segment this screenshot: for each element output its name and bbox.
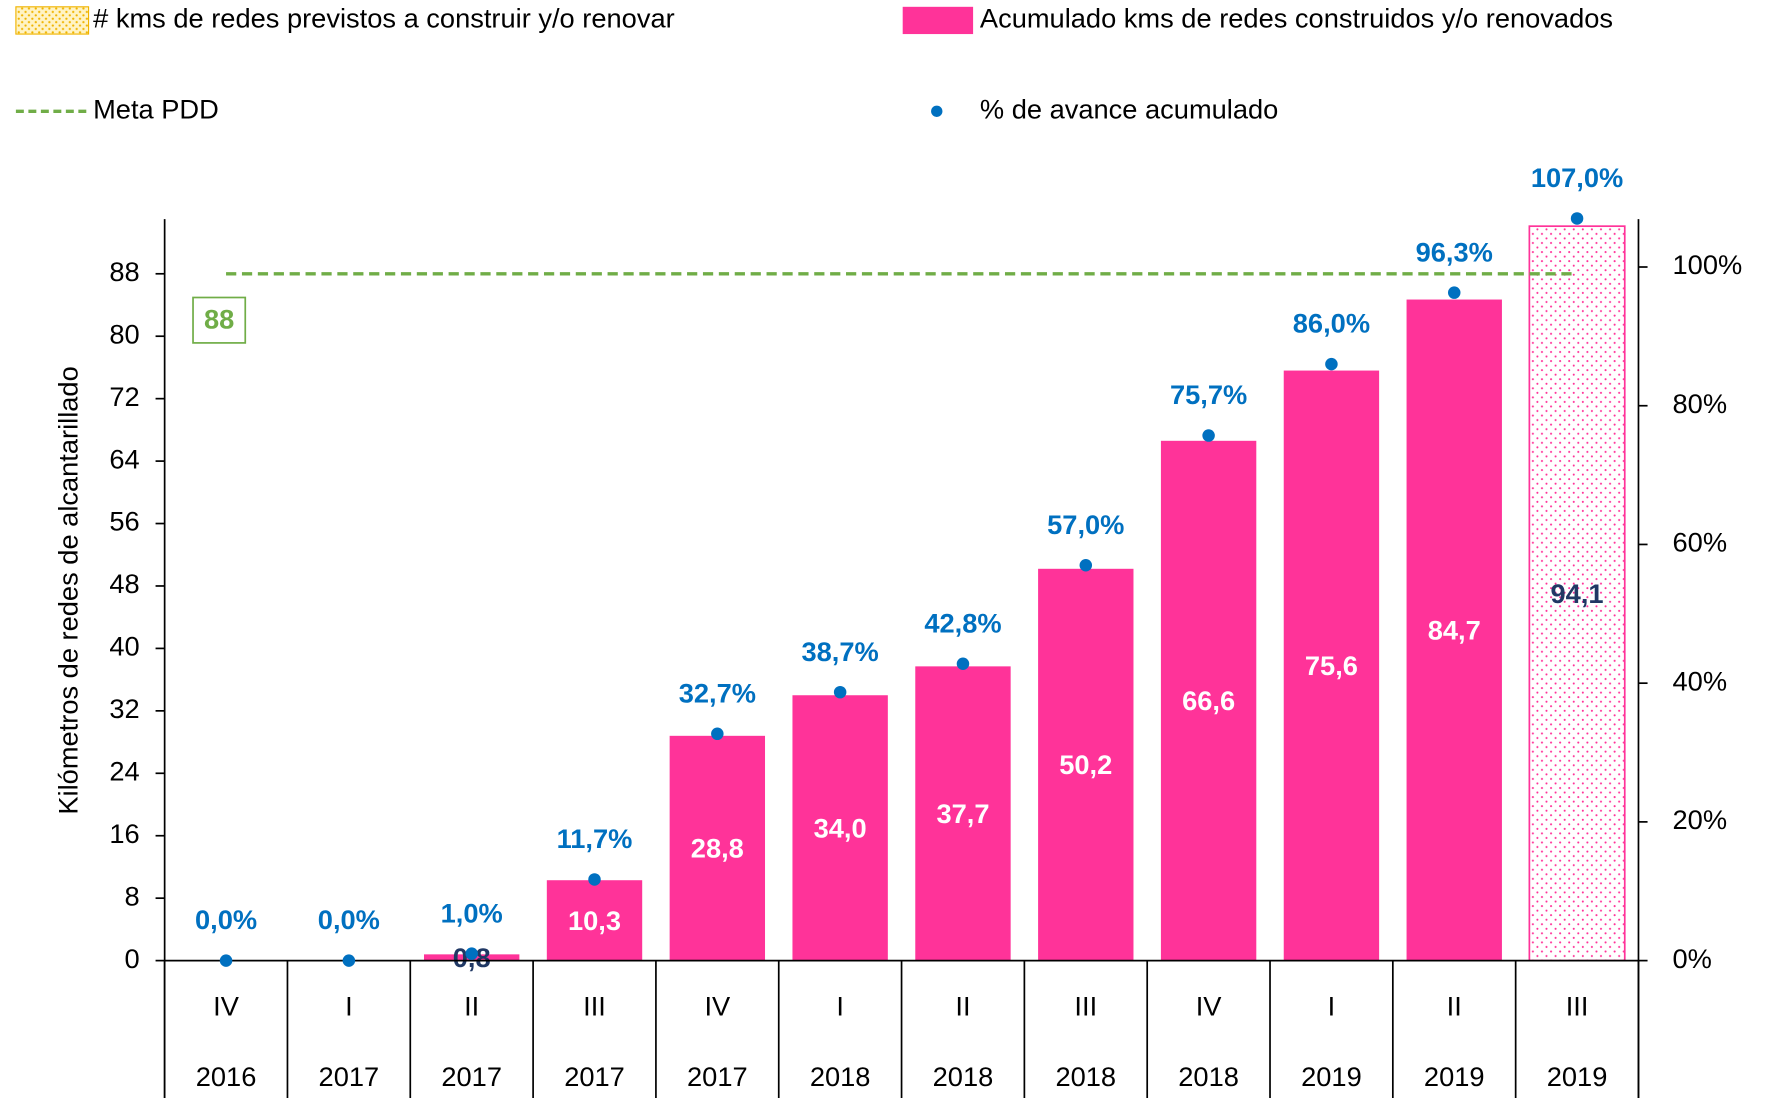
x-tick-year: 2016	[196, 1061, 257, 1092]
x-tick-year: 2017	[441, 1061, 502, 1092]
y-tick-label: 0	[125, 943, 140, 974]
bar	[1406, 299, 1502, 961]
point-value-label: 107,0%	[1531, 162, 1623, 193]
x-tick-label: III	[1074, 990, 1097, 1021]
y2-tick-label: 100%	[1673, 249, 1743, 280]
legend-swatch	[931, 105, 943, 117]
x-tick-label: II	[1447, 990, 1462, 1021]
bar	[915, 666, 1011, 961]
bar	[1160, 440, 1257, 961]
bar-value-label: 75,6	[1305, 650, 1358, 681]
point	[465, 947, 478, 960]
x-tick-label: III	[1566, 990, 1589, 1021]
bar-value-label: 66,6	[1182, 685, 1235, 716]
x-tick-label: IV	[213, 990, 240, 1021]
legend-label: Acumulado kms de redes construidos y/o r…	[980, 3, 1613, 34]
point-value-label: 75,7%	[1170, 379, 1247, 410]
point-value-label: 1,0%	[441, 897, 503, 928]
x-tick-year: 2018	[1178, 1061, 1239, 1092]
y-tick-label: 80	[109, 318, 139, 349]
x-tick-label: I	[836, 990, 844, 1021]
x-tick-label: II	[464, 990, 479, 1021]
y2-tick-label: 0%	[1673, 943, 1712, 974]
y-tick-label: 40	[109, 631, 139, 662]
x-tick-label: I	[345, 990, 353, 1021]
point	[342, 954, 356, 967]
y-axis-label: Kilómetros de redes de alcantarillado	[53, 366, 84, 814]
bar	[1528, 225, 1626, 962]
y-tick-label: 8	[125, 880, 140, 911]
x-tick-year: 2019	[1301, 1061, 1362, 1092]
y-tick-label: 16	[109, 818, 139, 849]
y-tick-label: 48	[109, 568, 139, 599]
point	[833, 685, 847, 699]
bar-value-label: 28,8	[691, 833, 744, 864]
bar-value-label: 34,0	[814, 812, 867, 843]
x-tick-year: 2017	[319, 1061, 380, 1092]
x-tick-label: IV	[1196, 990, 1223, 1021]
bar-value-label: 37,7	[936, 798, 989, 829]
legend-label: % de avance acumulado	[980, 93, 1278, 124]
x-tick-year: 2019	[1424, 1061, 1485, 1092]
bar	[546, 880, 643, 961]
legend-label: # kms de redes previstos a construir y/o…	[93, 3, 675, 34]
y2-tick-label: 40%	[1673, 665, 1728, 696]
y2-tick-label: 80%	[1673, 388, 1728, 419]
x-tick-year: 2018	[933, 1061, 994, 1092]
x-tick-year: 2019	[1547, 1061, 1608, 1092]
point	[1447, 286, 1461, 299]
point-value-label: 0,0%	[318, 904, 380, 935]
point-value-label: 96,3%	[1416, 236, 1493, 267]
point-value-label: 42,8%	[924, 607, 1001, 638]
bar	[669, 735, 766, 961]
x-tick-year: 2018	[810, 1061, 871, 1092]
y-tick-label: 88	[109, 256, 139, 287]
legend-label: Meta PDD	[93, 93, 219, 124]
point-value-label: 0,0%	[195, 904, 257, 935]
x-tick-label: III	[583, 990, 606, 1021]
legend-swatch	[15, 6, 90, 35]
x-tick-label: I	[1328, 990, 1336, 1021]
point-value-label: 11,7%	[557, 823, 633, 854]
y-tick-label: 56	[109, 506, 139, 537]
y-tick-label: 64	[109, 443, 139, 474]
y-tick-label: 32	[109, 693, 139, 724]
x-tick-year: 2018	[1055, 1061, 1116, 1092]
bar	[1038, 568, 1134, 961]
point	[956, 657, 970, 670]
bar	[792, 695, 888, 961]
point	[588, 873, 601, 886]
point	[1325, 357, 1338, 371]
x-tick-label: IV	[704, 990, 731, 1021]
point	[1570, 212, 1584, 225]
point	[1079, 559, 1093, 572]
point-value-label: 32,7%	[679, 677, 756, 708]
y-tick-label: 72	[109, 381, 139, 412]
legend-swatch	[902, 6, 974, 35]
x-tick-year: 2017	[687, 1061, 748, 1092]
point-value-label: 86,0%	[1293, 308, 1370, 339]
point-value-label: 57,0%	[1047, 509, 1124, 540]
x-tick-label: II	[955, 990, 970, 1021]
target-label: 88	[204, 304, 234, 335]
y2-tick-label: 60%	[1673, 527, 1728, 558]
bar	[1283, 370, 1380, 961]
x-tick-year: 2017	[564, 1061, 625, 1092]
target-label-box	[192, 296, 247, 344]
point	[219, 954, 233, 967]
bar-value-label: 10,3	[568, 905, 621, 936]
point-value-label: 38,7%	[802, 636, 879, 667]
y-tick-label: 24	[109, 755, 139, 786]
point	[1202, 429, 1215, 442]
point	[711, 727, 724, 741]
bar-value-label: 50,2	[1059, 749, 1112, 780]
bar-value-label: 94,1	[1551, 578, 1604, 609]
bar-value-label: 84,7	[1428, 615, 1481, 646]
y2-tick-label: 20%	[1673, 804, 1728, 835]
